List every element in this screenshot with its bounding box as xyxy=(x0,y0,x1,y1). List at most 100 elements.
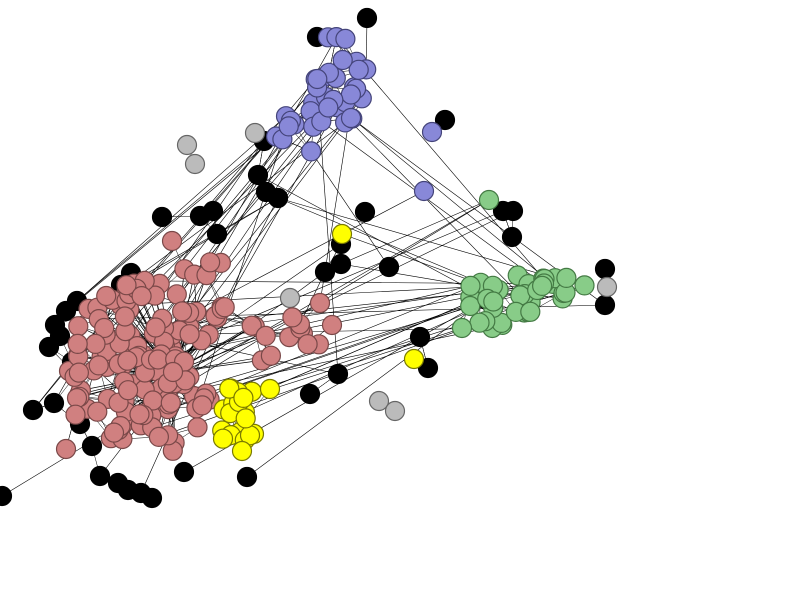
node-pink[interactable] xyxy=(172,301,193,322)
node-black[interactable] xyxy=(267,187,289,209)
node-pink[interactable] xyxy=(309,292,331,314)
node-pink[interactable] xyxy=(179,324,200,345)
node-green[interactable] xyxy=(478,189,500,211)
node-blue[interactable] xyxy=(413,180,435,202)
node-pink[interactable] xyxy=(255,325,276,346)
node-pink[interactable] xyxy=(114,306,136,327)
node-pink[interactable] xyxy=(55,438,77,460)
node-blue[interactable] xyxy=(318,97,339,118)
node-pink[interactable] xyxy=(187,417,208,438)
node-black[interactable] xyxy=(327,363,349,385)
node-black[interactable] xyxy=(409,326,431,348)
node-green[interactable] xyxy=(460,295,481,317)
node-black[interactable] xyxy=(38,336,60,358)
node-yellow[interactable] xyxy=(259,378,281,400)
node-black[interactable] xyxy=(22,399,44,421)
node-black[interactable] xyxy=(356,7,378,29)
node-pink[interactable] xyxy=(214,297,235,318)
node-blue[interactable] xyxy=(278,116,299,137)
node-green[interactable] xyxy=(469,312,490,333)
node-pink[interactable] xyxy=(94,317,115,339)
node-green[interactable] xyxy=(483,291,504,312)
node-pink[interactable] xyxy=(65,404,86,425)
node-pink[interactable] xyxy=(85,333,106,354)
node-black[interactable] xyxy=(378,256,400,278)
node-black[interactable] xyxy=(501,226,523,248)
node-pink[interactable] xyxy=(129,404,150,425)
node-gray[interactable] xyxy=(384,400,406,422)
node-black[interactable] xyxy=(434,109,456,131)
node-gray[interactable] xyxy=(596,276,618,298)
node-black[interactable] xyxy=(236,466,258,488)
node-pink[interactable] xyxy=(145,317,166,338)
node-gray[interactable] xyxy=(279,287,301,309)
node-pink[interactable] xyxy=(160,392,181,413)
node-black[interactable] xyxy=(502,200,524,222)
node-black[interactable] xyxy=(206,223,228,245)
node-blue[interactable] xyxy=(348,59,369,80)
node-yellow[interactable] xyxy=(331,223,353,245)
node-blue[interactable] xyxy=(332,49,353,71)
node-black[interactable] xyxy=(354,201,376,223)
node-green[interactable] xyxy=(520,301,541,322)
node-green[interactable] xyxy=(510,285,531,306)
node-pink[interactable] xyxy=(117,350,138,371)
node-pink[interactable] xyxy=(282,307,303,328)
node-pink[interactable] xyxy=(147,349,169,370)
node-pink[interactable] xyxy=(297,334,318,355)
node-blue[interactable] xyxy=(335,28,356,50)
node-gray[interactable] xyxy=(244,122,266,144)
node-black[interactable] xyxy=(314,261,336,283)
node-black[interactable] xyxy=(594,258,616,280)
node-black[interactable] xyxy=(594,294,616,316)
node-gray[interactable] xyxy=(184,153,206,175)
node-black[interactable] xyxy=(43,392,65,414)
node-yellow[interactable] xyxy=(403,348,425,370)
node-yellow[interactable] xyxy=(233,387,254,408)
node-pink[interactable] xyxy=(321,314,343,336)
node-pink[interactable] xyxy=(162,361,184,383)
node-blue[interactable] xyxy=(301,141,322,162)
node-yellow[interactable] xyxy=(212,428,234,449)
node-yellow[interactable] xyxy=(219,378,240,399)
node-black[interactable] xyxy=(81,435,103,457)
node-green[interactable] xyxy=(574,275,595,296)
node-pink[interactable] xyxy=(200,252,221,273)
node-black[interactable] xyxy=(299,383,321,405)
node-black[interactable] xyxy=(189,205,211,227)
node-yellow[interactable] xyxy=(231,440,253,462)
node-green[interactable] xyxy=(460,275,481,296)
node-green[interactable] xyxy=(451,317,473,339)
node-blue[interactable] xyxy=(340,84,361,105)
node-gray[interactable] xyxy=(176,134,198,156)
node-black[interactable] xyxy=(0,485,13,507)
node-blue[interactable] xyxy=(307,68,328,90)
node-pink[interactable] xyxy=(192,395,213,416)
node-gray[interactable] xyxy=(368,390,390,412)
node-pink[interactable] xyxy=(116,275,137,296)
node-pink[interactable] xyxy=(96,285,117,307)
node-pink[interactable] xyxy=(148,426,169,447)
node-black[interactable] xyxy=(173,461,195,483)
node-pink[interactable] xyxy=(131,286,152,307)
node-blue[interactable] xyxy=(340,107,362,129)
node-pink[interactable] xyxy=(166,284,187,305)
node-pink[interactable] xyxy=(103,422,125,443)
node-green[interactable] xyxy=(531,275,553,296)
node-pink[interactable] xyxy=(68,316,89,337)
node-pink[interactable] xyxy=(88,355,109,376)
node-pink[interactable] xyxy=(161,230,183,252)
node-yellow[interactable] xyxy=(235,408,256,429)
node-pink[interactable] xyxy=(68,362,90,383)
node-black[interactable] xyxy=(55,300,77,322)
node-black[interactable] xyxy=(89,465,111,487)
node-pink[interactable] xyxy=(241,315,262,336)
node-pink[interactable] xyxy=(67,333,88,354)
node-pink[interactable] xyxy=(118,380,139,401)
node-blue[interactable] xyxy=(421,121,443,143)
node-pink[interactable] xyxy=(260,345,281,366)
node-black[interactable] xyxy=(141,487,163,509)
node-black[interactable] xyxy=(330,253,352,275)
node-green[interactable] xyxy=(556,267,577,288)
node-pink[interactable] xyxy=(87,401,108,422)
